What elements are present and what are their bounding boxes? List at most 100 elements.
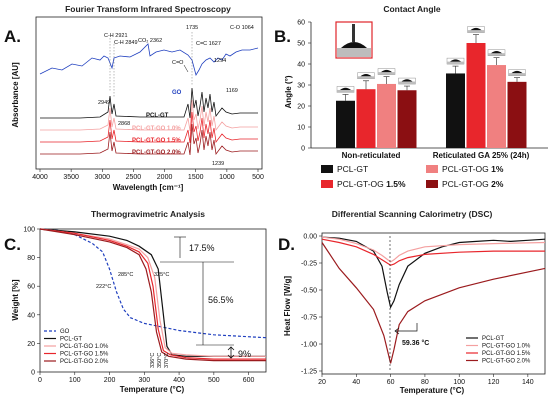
legend-label: PCL-GT-OG 1.5% bbox=[337, 179, 406, 189]
panel-c-letter: C. bbox=[4, 235, 21, 254]
panel-b-category-2: Reticulated GA 25% (24h) bbox=[433, 151, 530, 160]
bar-pcl-gt-og-1--0 bbox=[377, 83, 396, 148]
annotation-1169: 1169 bbox=[226, 88, 238, 94]
panel-b-y-tick-label: 30 bbox=[297, 83, 305, 90]
legend-swatch bbox=[426, 165, 438, 173]
series-pcl-gt-go-1-spectrum bbox=[40, 99, 258, 132]
panel-b-y-tick-label: 0 bbox=[301, 146, 305, 153]
panel-d-xlabel: Temperature (°C) bbox=[400, 386, 465, 395]
droplet-icon-substrate bbox=[378, 72, 395, 75]
panel-c-xlabel: Temperature (°C) bbox=[120, 385, 185, 394]
panel-a-x-ticks: 4000 3500 3000 2500 2000 1500 1000 500 bbox=[32, 169, 264, 181]
panel-d-x-tick-label: 140 bbox=[522, 379, 534, 386]
panel-c-ylabel: Weight [%] bbox=[11, 279, 20, 321]
bar-pcl-gt-0 bbox=[336, 100, 355, 148]
panel-b-letter: B. bbox=[274, 27, 291, 46]
panel-b-y-tick-label: 40 bbox=[297, 62, 305, 69]
droplet-icon-substrate bbox=[508, 73, 526, 76]
legend-label: PCL-GT-GO 1.0% bbox=[60, 344, 109, 350]
annotation-17-5: 17.5% bbox=[189, 243, 215, 253]
arrow-9 bbox=[227, 346, 235, 359]
label-pcl-gt-go-2: PCL-GT-GO 2.0% bbox=[132, 150, 181, 156]
panel-c-x-tick-label: 0 bbox=[38, 377, 42, 384]
annotation-2949: 2949 bbox=[98, 100, 110, 106]
panel-d-letter: D. bbox=[278, 235, 295, 254]
droplet-icon-substrate bbox=[447, 61, 464, 65]
panel-d-x-tick-label: 80 bbox=[421, 379, 429, 386]
bar-pcl-gt-og-1-5--1 bbox=[466, 43, 486, 148]
annotation-56-5: 56.5% bbox=[208, 295, 234, 305]
droplet-icon bbox=[470, 27, 482, 31]
droplet-icon-substrate bbox=[357, 76, 375, 79]
series-pcl-gt bbox=[321, 236, 546, 310]
panel-c-frame bbox=[39, 228, 267, 373]
panel-d-y-tick-label: -0.75 bbox=[301, 315, 317, 322]
legend-label: PCL-GT-GO 1.5% bbox=[482, 351, 531, 357]
panel-a-xlabel: Wavelength [cm⁻¹] bbox=[113, 183, 184, 192]
annotation-336c: 336°C bbox=[150, 353, 156, 368]
panel-c-y-tick-label: 0 bbox=[31, 370, 35, 377]
annotation-1239: 1239 bbox=[212, 161, 224, 167]
panel-a-letter: A. bbox=[4, 27, 21, 46]
series-pcl-gt-go-2-spectrum bbox=[40, 123, 258, 156]
annotation-350c: 350°C bbox=[157, 353, 163, 368]
panel-d-ticks: 20 40 60 80 100 120 140 0.00 -0.25 -0.50 -0.75 -1.0… bbox=[301, 234, 534, 387]
droplet-icon bbox=[340, 87, 351, 90]
panel-d-x-tick-label: 60 bbox=[387, 379, 395, 386]
panel-a-x-tick-label: 500 bbox=[252, 174, 264, 181]
panel-c-x-tick-label: 600 bbox=[243, 377, 255, 384]
legend-label: PCL-GT-OG 2% bbox=[442, 179, 504, 189]
annotation-ch-2921: C-H 2921 bbox=[104, 33, 128, 39]
series-pcl-gt-go-1-0- bbox=[39, 228, 266, 357]
annotation-co-1064: C-O 1064 bbox=[230, 25, 254, 31]
panel-a-frame bbox=[35, 16, 263, 170]
panel-a-ylabel: Absorbance [AU] bbox=[11, 62, 20, 128]
legend-swatch bbox=[321, 165, 333, 173]
panel-a-x-tick-label: 4000 bbox=[32, 174, 48, 181]
series-pcl-gt bbox=[39, 228, 266, 357]
droplet-icon bbox=[491, 50, 502, 54]
droplet-inset-needle bbox=[352, 24, 355, 42]
annotation-9: 9% bbox=[238, 349, 251, 359]
droplet-icon-substrate bbox=[337, 89, 354, 93]
bar-pcl-gt-og-1-5--0 bbox=[356, 89, 376, 148]
panel-a-x-tick-label: 2000 bbox=[157, 174, 173, 181]
annotation-1294: 1294 bbox=[214, 58, 226, 64]
series-go-spectrum bbox=[39, 43, 259, 77]
panel-c-y-tick-label: 40 bbox=[27, 312, 35, 319]
panel-c-y-tick-label: 80 bbox=[27, 255, 35, 262]
panel-a: A. Fourier Transform Infrared Spectrosco… bbox=[4, 4, 264, 192]
panel-b: B. Contact Angle Angle (°) 0 10 20 30 40 50 60… bbox=[274, 4, 548, 189]
droplet-icon bbox=[381, 69, 392, 73]
series-pcl-gt-go-1-5-spectrum bbox=[40, 111, 258, 144]
panel-c-x-tick-label: 100 bbox=[69, 377, 81, 384]
panel-b-title: Contact Angle bbox=[383, 4, 441, 14]
legend-label: PCL-GT-OG 1% bbox=[442, 164, 504, 174]
panel-c-y-tick-label: 20 bbox=[27, 341, 35, 348]
panel-d-y-tick-label: -1.00 bbox=[301, 342, 317, 349]
droplet-icon-substrate bbox=[488, 53, 505, 56]
annotation-c-o-bond: C=O bbox=[172, 60, 184, 66]
panel-d-y-tick-label: -1.25 bbox=[301, 369, 317, 376]
panel-d-ylabel: Heat Flow [W/g] bbox=[283, 276, 292, 336]
legend-swatch bbox=[321, 180, 333, 188]
legend-label: PCL-GT bbox=[482, 336, 504, 342]
panel-b-y-ticks: 0 10 20 30 40 50 60 bbox=[297, 20, 311, 153]
label-pcl-gt-go-1: PCL-GT-GO 1.0% bbox=[132, 126, 181, 132]
panel-c-lines bbox=[39, 228, 267, 362]
bar-pcl-gt-1 bbox=[446, 73, 465, 148]
legend-label: PCL-GT-GO 2.0% bbox=[60, 359, 109, 365]
annotation-ch-2849: C-H 2849 bbox=[114, 40, 138, 46]
peak-arrow bbox=[394, 323, 418, 335]
annotation-222c: 222°C bbox=[96, 284, 111, 290]
arrow-c-o bbox=[183, 64, 189, 73]
panel-c-title: Thermogravimetric Analysis bbox=[91, 209, 205, 219]
panel-b-y-tick-label: 50 bbox=[297, 41, 305, 48]
panel-b-bars bbox=[336, 26, 527, 148]
panel-d-title: Differential Scanning Calorimetry (DSC) bbox=[332, 209, 493, 219]
label-pcl-gt: PCL-GT bbox=[146, 113, 169, 119]
panel-c-ticks: 0 100 200 300 400 500 600 0 20 40 60 80 100 bbox=[23, 227, 254, 385]
annotation-370c: 370°C bbox=[164, 353, 170, 368]
series-pcl-gt-go-1-5- bbox=[321, 238, 545, 266]
